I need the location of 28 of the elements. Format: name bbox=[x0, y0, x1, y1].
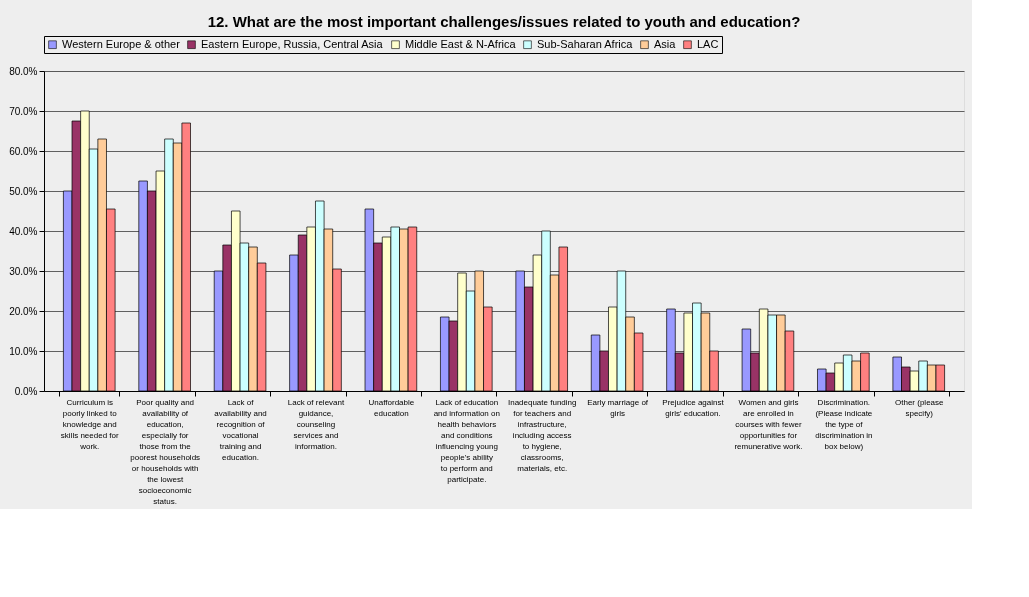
x-tick-label: Curriculum is poorly linked to knowledge and skills needed for work. bbox=[60, 397, 119, 451]
legend-label: Middle East & N-Africa bbox=[405, 37, 517, 50]
y-tick-label: 50.0% bbox=[9, 185, 38, 197]
y-tick-label: 30.0% bbox=[9, 265, 38, 277]
x-tick-label: Unaffordable education bbox=[368, 397, 415, 418]
y-tick-label: 60.0% bbox=[9, 145, 38, 157]
x-tick-label: Lack of relevant guidance, counseling services and information. bbox=[287, 397, 345, 451]
category-label: Poor quality and availability of education, especially for those from the poorest households or households with the lowest socioeconomic status. bbox=[130, 397, 201, 506]
x-tick-label: Lack of education and information on health behaviors and conditions influencing young people's ability to perform and participate. bbox=[433, 397, 500, 484]
y-tick-label: 80.0% bbox=[9, 65, 38, 77]
y-tick-label: 0.0% bbox=[14, 385, 38, 397]
y-tick-label: 20.0% bbox=[9, 305, 38, 317]
y-tick-label: 40.0% bbox=[9, 225, 38, 237]
legend-label: LAC bbox=[697, 37, 719, 50]
x-tick-label: Inadequate funding for teachers and infrastructure, including access to hygiene, classrooms, materials, etc. bbox=[507, 397, 577, 473]
chart-title: 12. What are the most important challenges/issues related to youth and education? bbox=[207, 12, 801, 30]
x-tick-label: Discrimination. (Please indicate the type of discrimination in box below) bbox=[815, 397, 873, 451]
x-tick-label: Other (please specify) bbox=[895, 397, 945, 418]
x-tick-label: Women and girls are enrolled in courses with fewer opportunities for remunerative work. bbox=[734, 397, 803, 451]
y-tick-label: 70.0% bbox=[9, 105, 38, 117]
legend-label: Sub-Saharan Africa bbox=[537, 37, 634, 50]
x-tick-label: Early marriage of girls bbox=[587, 397, 649, 418]
y-tick-label: 10.0% bbox=[9, 345, 38, 357]
legend-label: Eastern Europe, Russia, Central Asia bbox=[201, 37, 384, 50]
legend-label: Asia bbox=[654, 37, 677, 50]
x-tick-label: Prejudice against girls' education. bbox=[662, 397, 725, 418]
legend-label: Western Europe & other bbox=[62, 37, 181, 50]
x-tick-label: Lack of availability and recognition of vocational training and education. bbox=[214, 397, 267, 462]
